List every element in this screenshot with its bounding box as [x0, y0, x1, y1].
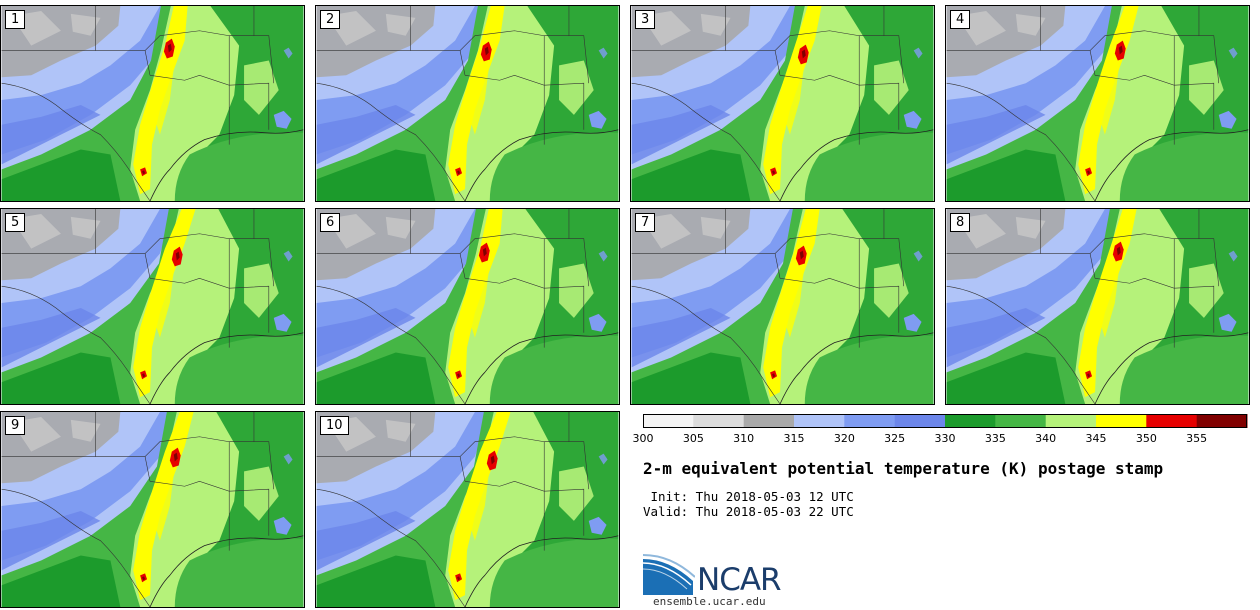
figure-title: 2-m equivalent potential temperature (K)… [643, 459, 1164, 478]
ensemble-member-map: 2 [315, 5, 620, 202]
colorbar-swatch [1146, 414, 1198, 428]
colorbar-swatch [1096, 414, 1147, 428]
colorbar-swatch [995, 414, 1047, 428]
member-number-label: 1 [5, 10, 26, 29]
colorbar-tick-label: 315 [783, 432, 805, 445]
ensemble-member-map: 7 [630, 208, 935, 405]
ncar-logo-icon [643, 553, 695, 595]
ensemble-member-map: 5 [0, 208, 305, 405]
colorbar-swatch [693, 414, 745, 428]
colorbar-tick-label: 355 [1186, 432, 1208, 445]
colorbar-tick-label: 340 [1035, 432, 1057, 445]
init-time: Init: Thu 2018-05-03 12 UTC [643, 489, 854, 504]
ensemble-member-map: 8 [945, 208, 1250, 405]
colorbar-tick-label: 325 [884, 432, 906, 445]
member-number-label: 5 [5, 213, 26, 232]
colorbar-tick-label: 320 [833, 432, 855, 445]
ensemble-member-map: 10 [315, 411, 620, 608]
member-number-label: 6 [320, 213, 341, 232]
colorbar-tick-label: 300 [632, 432, 654, 445]
colorbar-swatch [844, 414, 896, 428]
colorbar-swatch [643, 414, 694, 428]
ensemble-member-map: 9 [0, 411, 305, 608]
colorbar-swatch [743, 414, 795, 428]
member-number-label: 10 [320, 416, 349, 435]
ensemble-member-map: 3 [630, 5, 935, 202]
ensemble-member-map: 4 [945, 5, 1250, 202]
colorbar-swatch [1045, 414, 1097, 428]
member-number-label: 7 [635, 213, 656, 232]
colorbar-tick-label: 350 [1135, 432, 1157, 445]
colorbar-swatch [1196, 414, 1248, 428]
member-number-label: 4 [950, 10, 971, 29]
colorbar-tick-label: 335 [984, 432, 1006, 445]
colorbar-swatch [794, 414, 845, 428]
colorbar-tick-label: 330 [934, 432, 956, 445]
colorbar-swatch [894, 414, 946, 428]
colorbar-swatch [945, 414, 996, 428]
ncar-logo-text: NCAR [697, 562, 782, 598]
colorbar-tick-label: 345 [1085, 432, 1107, 445]
member-number-label: 2 [320, 10, 341, 29]
colorbar [643, 414, 1248, 428]
member-number-label: 9 [5, 416, 26, 435]
colorbar-tick-label: 310 [733, 432, 755, 445]
ensemble-member-map: 6 [315, 208, 620, 405]
valid-time: Valid: Thu 2018-05-03 22 UTC [643, 504, 854, 519]
site-url: ensemble.ucar.edu [653, 595, 766, 608]
ensemble-member-map: 1 [0, 5, 305, 202]
member-number-label: 8 [950, 213, 971, 232]
colorbar-tick-label: 305 [682, 432, 704, 445]
member-number-label: 3 [635, 10, 656, 29]
